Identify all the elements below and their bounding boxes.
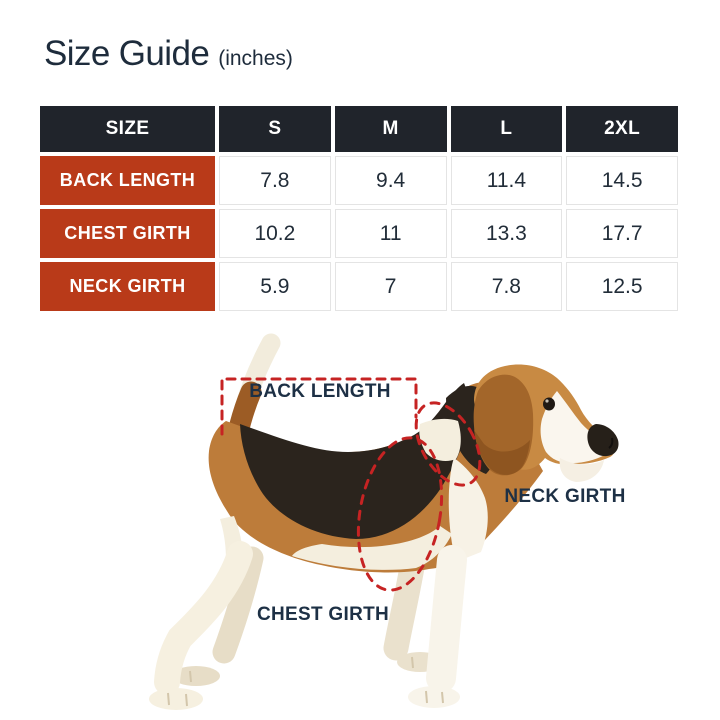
col-header-l: L [450,106,563,152]
neck-girth-label: NECK GIRTH [504,486,626,507]
cell-chest-girth-s: 10.2 [219,209,331,258]
cell-chest-girth-2xl: 17.7 [566,209,678,258]
cell-neck-girth-2xl: 12.5 [566,262,678,311]
col-header-s: S [219,106,331,152]
col-header-2xl: 2XL [566,106,678,152]
cell-chest-girth-m: 11 [334,209,447,258]
chest-girth-label: CHEST GIRTH [256,604,390,625]
page-header: Size Guide (inches) [44,34,293,74]
neck-girth-ellipse [414,401,482,487]
cell-back-length-m: 9.4 [334,156,447,205]
cell-neck-girth-s: 5.9 [219,262,331,311]
back-length-bracket [220,377,418,436]
size-table: SIZE S M L 2XL BACK LENGTH 7.8 9.4 11.4 … [40,106,678,311]
col-header-m: M [334,106,447,152]
cell-back-length-s: 7.8 [219,156,331,205]
back-length-label: BACK LENGTH [249,381,391,402]
page-title: Size Guide [44,34,210,73]
measurement-annotations [220,377,482,592]
cell-chest-girth-l: 13.3 [450,209,563,258]
row-header-back-length: BACK LENGTH [40,156,215,205]
col-header-size: SIZE [40,106,215,152]
chest-girth-ellipse [356,436,444,592]
row-header-neck-girth: NECK GIRTH [40,262,215,311]
page-title-unit: (inches) [218,47,293,70]
cell-neck-girth-m: 7 [334,262,447,311]
cell-back-length-2xl: 14.5 [566,156,678,205]
cell-back-length-l: 11.4 [450,156,563,205]
row-header-chest-girth: CHEST GIRTH [40,209,215,258]
dog-body-art [149,333,619,710]
cell-neck-girth-l: 7.8 [450,262,563,311]
